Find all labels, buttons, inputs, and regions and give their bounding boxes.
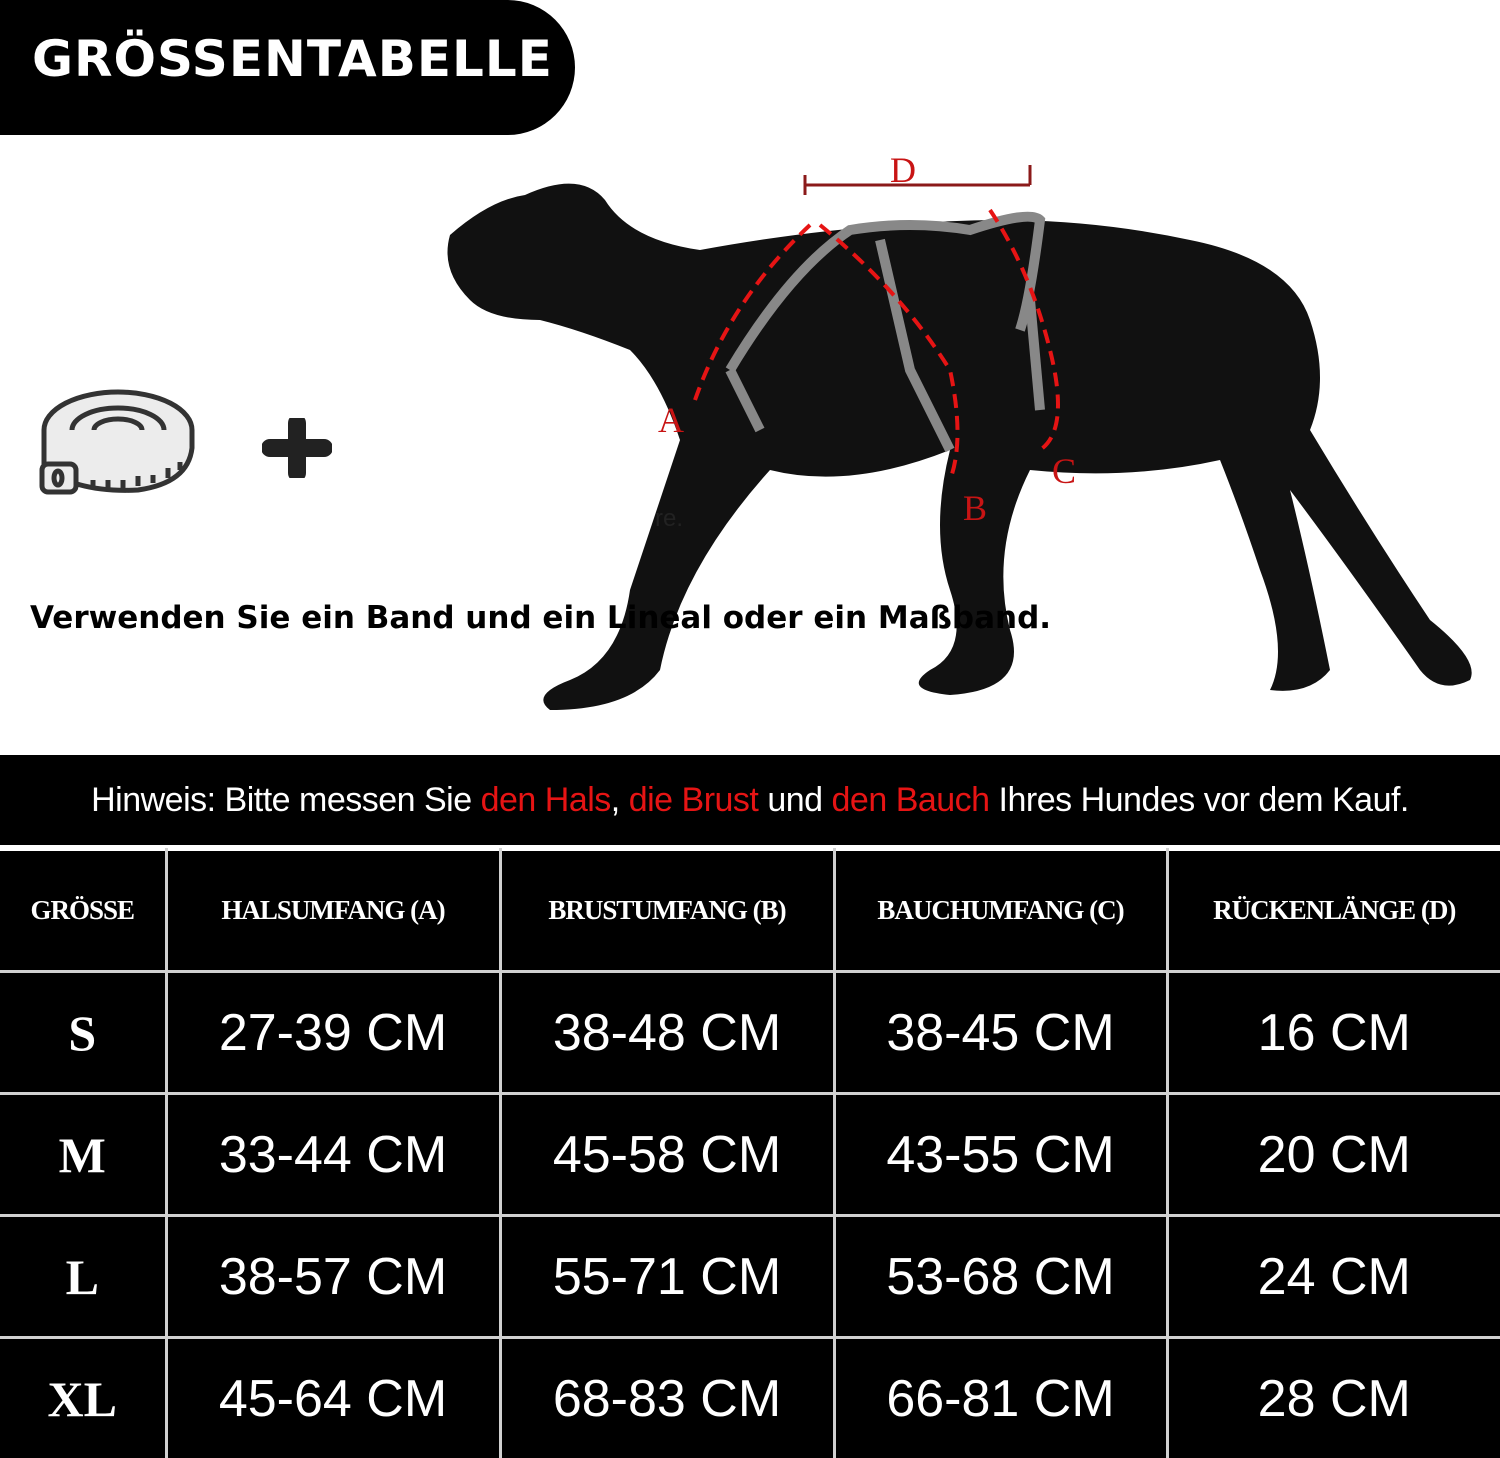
hint-suffix: Ihres Hundes vor dem Kauf. xyxy=(989,781,1410,819)
cell: 16 CM xyxy=(1165,970,1500,1095)
label-a: A xyxy=(658,400,684,440)
table-row: M 33-44 CM 45-58 CM 43-55 CM 20 CM xyxy=(0,1092,1500,1217)
hint-belly: den Bauch xyxy=(831,781,991,819)
cell: 45-64 CM xyxy=(164,1336,502,1458)
cell: 53-68 CM xyxy=(832,1214,1169,1339)
size-table: GRÖSSE HALSUMFANG (A) BRUSTUMFANG (B) BA… xyxy=(0,848,1500,1458)
cell: 33-44 CM xyxy=(164,1092,502,1217)
cell: 38-45 CM xyxy=(832,970,1169,1095)
cell-size: M xyxy=(0,1092,168,1217)
hint-sep2: und xyxy=(758,781,832,819)
cell: 24 CM xyxy=(1165,1214,1500,1339)
cell: 43-55 CM xyxy=(832,1092,1169,1217)
cell-size: XL xyxy=(0,1336,168,1458)
dog-harness-diagram: A B C D xyxy=(447,150,1472,711)
hint-chest: die Brust xyxy=(628,781,759,819)
hint-prefix: Hinweis: Bitte messen Sie xyxy=(91,781,481,819)
cell: 55-71 CM xyxy=(498,1214,836,1339)
cell: 45-58 CM xyxy=(498,1092,836,1217)
label-c: C xyxy=(1052,451,1076,491)
hint-sep1: , xyxy=(610,781,629,819)
table-row: XL 45-64 CM 68-83 CM 66-81 CM 28 CM xyxy=(0,1336,1500,1458)
header-chest: BRUSTUMFANG (B) xyxy=(498,848,836,973)
label-b: B xyxy=(963,488,987,528)
page-title: GRÖSSENTABELLE xyxy=(32,30,553,88)
cell: 20 CM xyxy=(1165,1092,1500,1217)
cell: 66-81 CM xyxy=(832,1336,1169,1458)
cell-size: S xyxy=(0,970,168,1095)
hint-banner: Hinweis: Bitte messen Sie den Hals, die … xyxy=(0,755,1500,845)
table-row: L 38-57 CM 55-71 CM 53-68 CM 24 CM xyxy=(0,1214,1500,1339)
cell: 28 CM xyxy=(1165,1336,1500,1458)
cell: 38-57 CM xyxy=(164,1214,502,1339)
usage-instruction: Verwenden Sie ein Band und ein Lineal od… xyxy=(30,600,1052,636)
stray-text: re. xyxy=(655,505,684,532)
table-header-row: GRÖSSE HALSUMFANG (A) BRUSTUMFANG (B) BA… xyxy=(0,848,1500,973)
header-neck: HALSUMFANG (A) xyxy=(164,848,502,973)
cell: 27-39 CM xyxy=(164,970,502,1095)
title-banner: GRÖSSENTABELLE xyxy=(0,0,575,135)
label-d: D xyxy=(890,150,916,190)
cell: 38-48 CM xyxy=(498,970,836,1095)
table-row: S 27-39 CM 38-48 CM 38-45 CM 16 CM xyxy=(0,970,1500,1095)
header-belly: BAUCHUMFANG (C) xyxy=(832,848,1169,973)
hint-neck: den Hals xyxy=(480,781,612,819)
cell: 68-83 CM xyxy=(498,1336,836,1458)
header-size: GRÖSSE xyxy=(0,848,168,973)
plus-icon xyxy=(262,418,332,478)
cell-size: L xyxy=(0,1214,168,1339)
header-back: RÜCKENLÄNGE (D) xyxy=(1165,848,1500,973)
measuring-tape-icon xyxy=(39,389,195,495)
